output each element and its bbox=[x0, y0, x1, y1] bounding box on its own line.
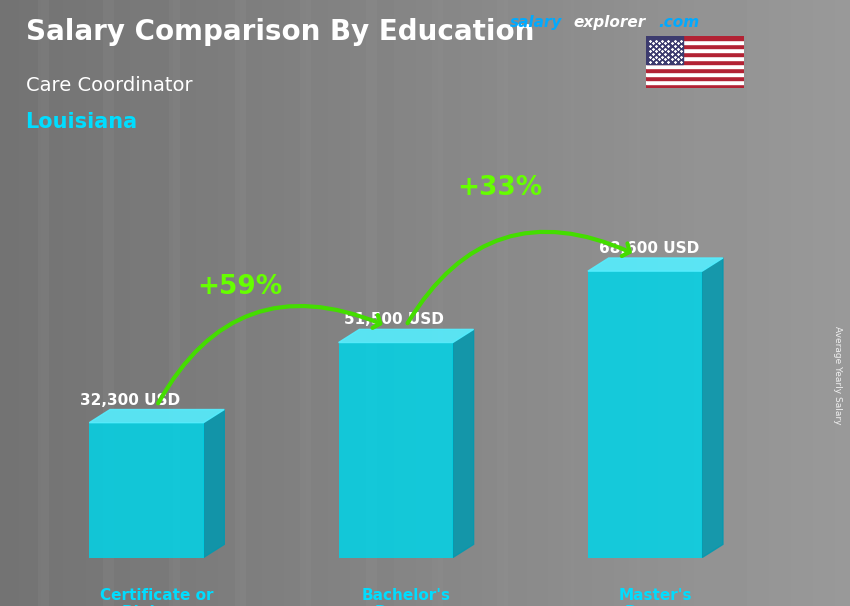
Bar bbox=[646, 84, 744, 88]
Text: Louisiana: Louisiana bbox=[26, 112, 138, 132]
Text: +33%: +33% bbox=[457, 176, 542, 201]
Text: +59%: +59% bbox=[197, 274, 282, 300]
Text: Bachelor's
Degree: Bachelor's Degree bbox=[361, 588, 450, 606]
Bar bbox=[646, 41, 744, 44]
Bar bbox=[646, 64, 744, 68]
Bar bbox=[646, 48, 744, 52]
FancyBboxPatch shape bbox=[89, 422, 203, 558]
Polygon shape bbox=[338, 330, 473, 342]
Bar bbox=[646, 68, 744, 72]
Text: Average Yearly Salary: Average Yearly Salary bbox=[833, 327, 842, 425]
Bar bbox=[646, 60, 744, 64]
Text: Salary Comparison By Education: Salary Comparison By Education bbox=[26, 18, 534, 46]
Text: Care Coordinator: Care Coordinator bbox=[26, 76, 192, 95]
Bar bbox=[646, 52, 744, 56]
Text: 32,300 USD: 32,300 USD bbox=[80, 393, 180, 408]
Polygon shape bbox=[89, 410, 224, 422]
FancyBboxPatch shape bbox=[588, 271, 702, 558]
Bar bbox=[646, 76, 744, 80]
FancyBboxPatch shape bbox=[338, 342, 453, 558]
Polygon shape bbox=[203, 410, 224, 558]
Bar bbox=[646, 44, 744, 48]
Text: Certificate or
Diploma: Certificate or Diploma bbox=[100, 588, 213, 606]
Text: Master's
Degree: Master's Degree bbox=[619, 588, 692, 606]
Bar bbox=[646, 56, 744, 60]
Text: salary: salary bbox=[510, 15, 563, 30]
Polygon shape bbox=[453, 330, 473, 558]
Polygon shape bbox=[702, 258, 723, 558]
Text: .com: .com bbox=[659, 15, 700, 30]
Bar bbox=[646, 80, 744, 84]
Text: 68,600 USD: 68,600 USD bbox=[599, 241, 700, 256]
Bar bbox=[646, 36, 744, 41]
Polygon shape bbox=[588, 258, 723, 271]
Text: 51,500 USD: 51,500 USD bbox=[343, 313, 444, 327]
Bar bbox=[646, 72, 744, 76]
Bar bbox=[646, 36, 683, 64]
Text: explorer: explorer bbox=[574, 15, 646, 30]
